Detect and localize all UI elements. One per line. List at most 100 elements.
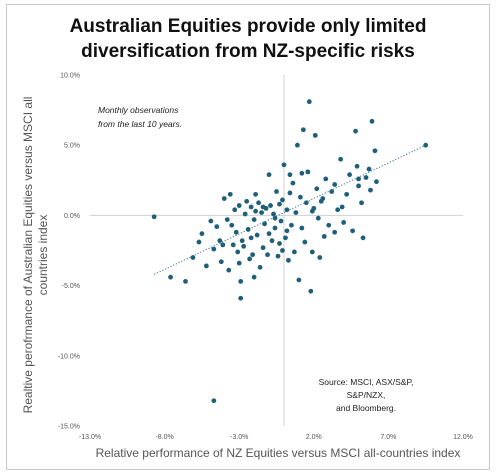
data-point [151, 214, 157, 220]
observation-note-line-2: from the last 10 years. [98, 119, 183, 129]
data-point [196, 239, 202, 245]
data-point [236, 203, 242, 208]
y-axis-label-line-2: countries index [36, 214, 50, 296]
chart-title-line-2: diversification from NZ-specific risks [81, 41, 415, 62]
data-point [281, 162, 287, 168]
data-point [302, 239, 308, 245]
x-tick-label: -3.0% [230, 434, 248, 441]
y-axis-label: Realtive perofrmance of Australian Equit… [21, 75, 51, 435]
data-point [308, 288, 314, 294]
data-point [229, 222, 235, 228]
data-point [208, 218, 214, 224]
data-point [372, 148, 378, 154]
data-point [315, 215, 321, 221]
x-tick-label: -13.0% [79, 434, 101, 441]
x-tick-label: 7.0% [380, 434, 396, 441]
data-point [260, 245, 266, 251]
data-point [300, 127, 306, 133]
data-point [227, 191, 233, 197]
data-point [235, 249, 241, 255]
data-point [278, 218, 284, 224]
observation-note-line-1: Monthly observations [98, 105, 179, 115]
data-point [256, 200, 261, 206]
data-point [366, 166, 372, 172]
data-point [266, 231, 272, 237]
trend-line [153, 144, 426, 275]
data-point [339, 204, 345, 210]
data-point [203, 263, 209, 269]
data-point [368, 187, 373, 193]
data-point [242, 211, 248, 217]
x-axis-label: Relative performance of NZ Equities vers… [95, 446, 461, 460]
x-tick-label: 12.0% [453, 434, 473, 441]
data-point [275, 253, 281, 259]
y-tick-label: 5.0% [64, 143, 80, 150]
data-point [247, 256, 253, 262]
data-point [277, 201, 282, 207]
data-point [287, 172, 293, 178]
data-point [347, 172, 353, 178]
data-point [303, 200, 309, 206]
y-tick-label: 0.0% [64, 213, 80, 220]
chart-frame [6, 4, 490, 470]
data-point [253, 208, 259, 214]
data-point [360, 235, 366, 241]
data-point [199, 231, 205, 237]
data-point [299, 170, 305, 176]
data-point [245, 227, 251, 232]
data-point [238, 278, 244, 284]
data-point [238, 295, 244, 301]
data-point [274, 189, 279, 194]
data-point [284, 228, 290, 234]
data-point [363, 175, 369, 180]
data-point [323, 176, 329, 182]
data-point [280, 248, 285, 253]
data-point [241, 243, 247, 249]
data-point [272, 225, 278, 231]
chart-title-line-1: Australian Equities provide only limited [69, 16, 427, 37]
data-point [211, 398, 217, 404]
data-point [332, 229, 338, 235]
data-point [423, 142, 429, 148]
data-point [290, 180, 296, 186]
data-point [309, 249, 315, 255]
data-point [293, 210, 299, 215]
data-point [250, 252, 256, 258]
data-point [214, 224, 220, 230]
data-point [232, 207, 238, 213]
data-point [312, 132, 318, 138]
data-point [299, 225, 305, 231]
data-point [268, 203, 273, 208]
data-point [289, 222, 294, 228]
data-point [369, 118, 375, 124]
source-note-line-1: Source: MSCI, ASX/S&P, S&P/NZX, [318, 377, 414, 400]
data-point [332, 182, 338, 187]
data-point [286, 257, 291, 263]
data-point [321, 234, 327, 239]
data-point [253, 191, 259, 197]
data-point [265, 252, 270, 258]
data-point [354, 163, 360, 169]
data-point [217, 238, 223, 244]
data-point [260, 204, 266, 210]
data-point [262, 221, 267, 227]
data-point [294, 142, 300, 148]
y-tick-label: -15.0% [58, 424, 80, 431]
data-point [329, 189, 335, 194]
data-point [287, 190, 293, 196]
chart-title: Australian Equities provide only limited… [0, 14, 496, 64]
data-point [248, 204, 254, 210]
data-point [277, 241, 282, 246]
data-point [335, 207, 341, 213]
data-point [233, 229, 239, 235]
data-point [183, 278, 188, 284]
data-point [283, 235, 288, 241]
data-point [344, 191, 350, 197]
data-point [284, 207, 290, 213]
data-point [305, 169, 311, 175]
data-point [318, 198, 324, 204]
data-point [374, 179, 379, 185]
observation-note: Monthly observations from the last 10 ye… [98, 103, 182, 131]
data-point [359, 200, 364, 206]
